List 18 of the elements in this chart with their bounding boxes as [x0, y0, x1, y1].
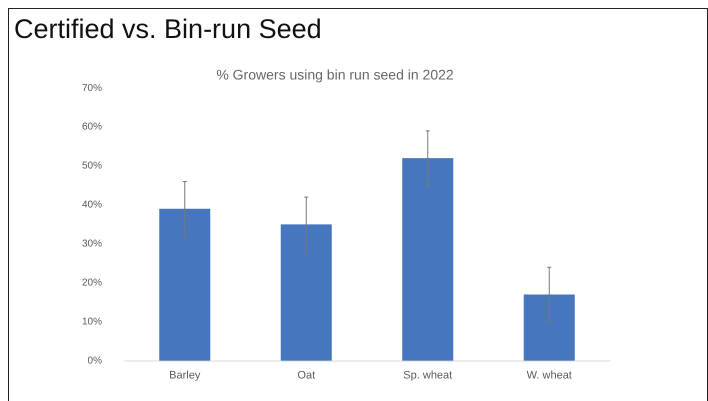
x-tick-label: Sp. wheat	[403, 369, 452, 382]
y-tick-label: 60%	[82, 122, 102, 133]
bar	[280, 224, 332, 361]
bar	[524, 294, 575, 361]
chart-title: Certified vs. Bin-run Seed	[14, 14, 322, 45]
y-tick-label: 40%	[82, 200, 102, 211]
x-tick-label: W. wheat	[526, 369, 572, 382]
y-tick-label: 0%	[88, 356, 102, 367]
x-tick-label: Barley	[169, 369, 201, 382]
y-tick-label: 70%	[82, 82, 102, 94]
bar	[159, 208, 210, 361]
bar	[402, 158, 454, 361]
y-tick-label: 20%	[82, 278, 102, 289]
chart-subtitle: % Growers using bin run seed in 2022	[216, 66, 454, 82]
x-tick-label: Oat	[297, 369, 316, 382]
y-tick-label: 10%	[82, 316, 102, 328]
y-tick-label: 50%	[82, 160, 102, 172]
y-tick-label: 30%	[82, 238, 102, 250]
